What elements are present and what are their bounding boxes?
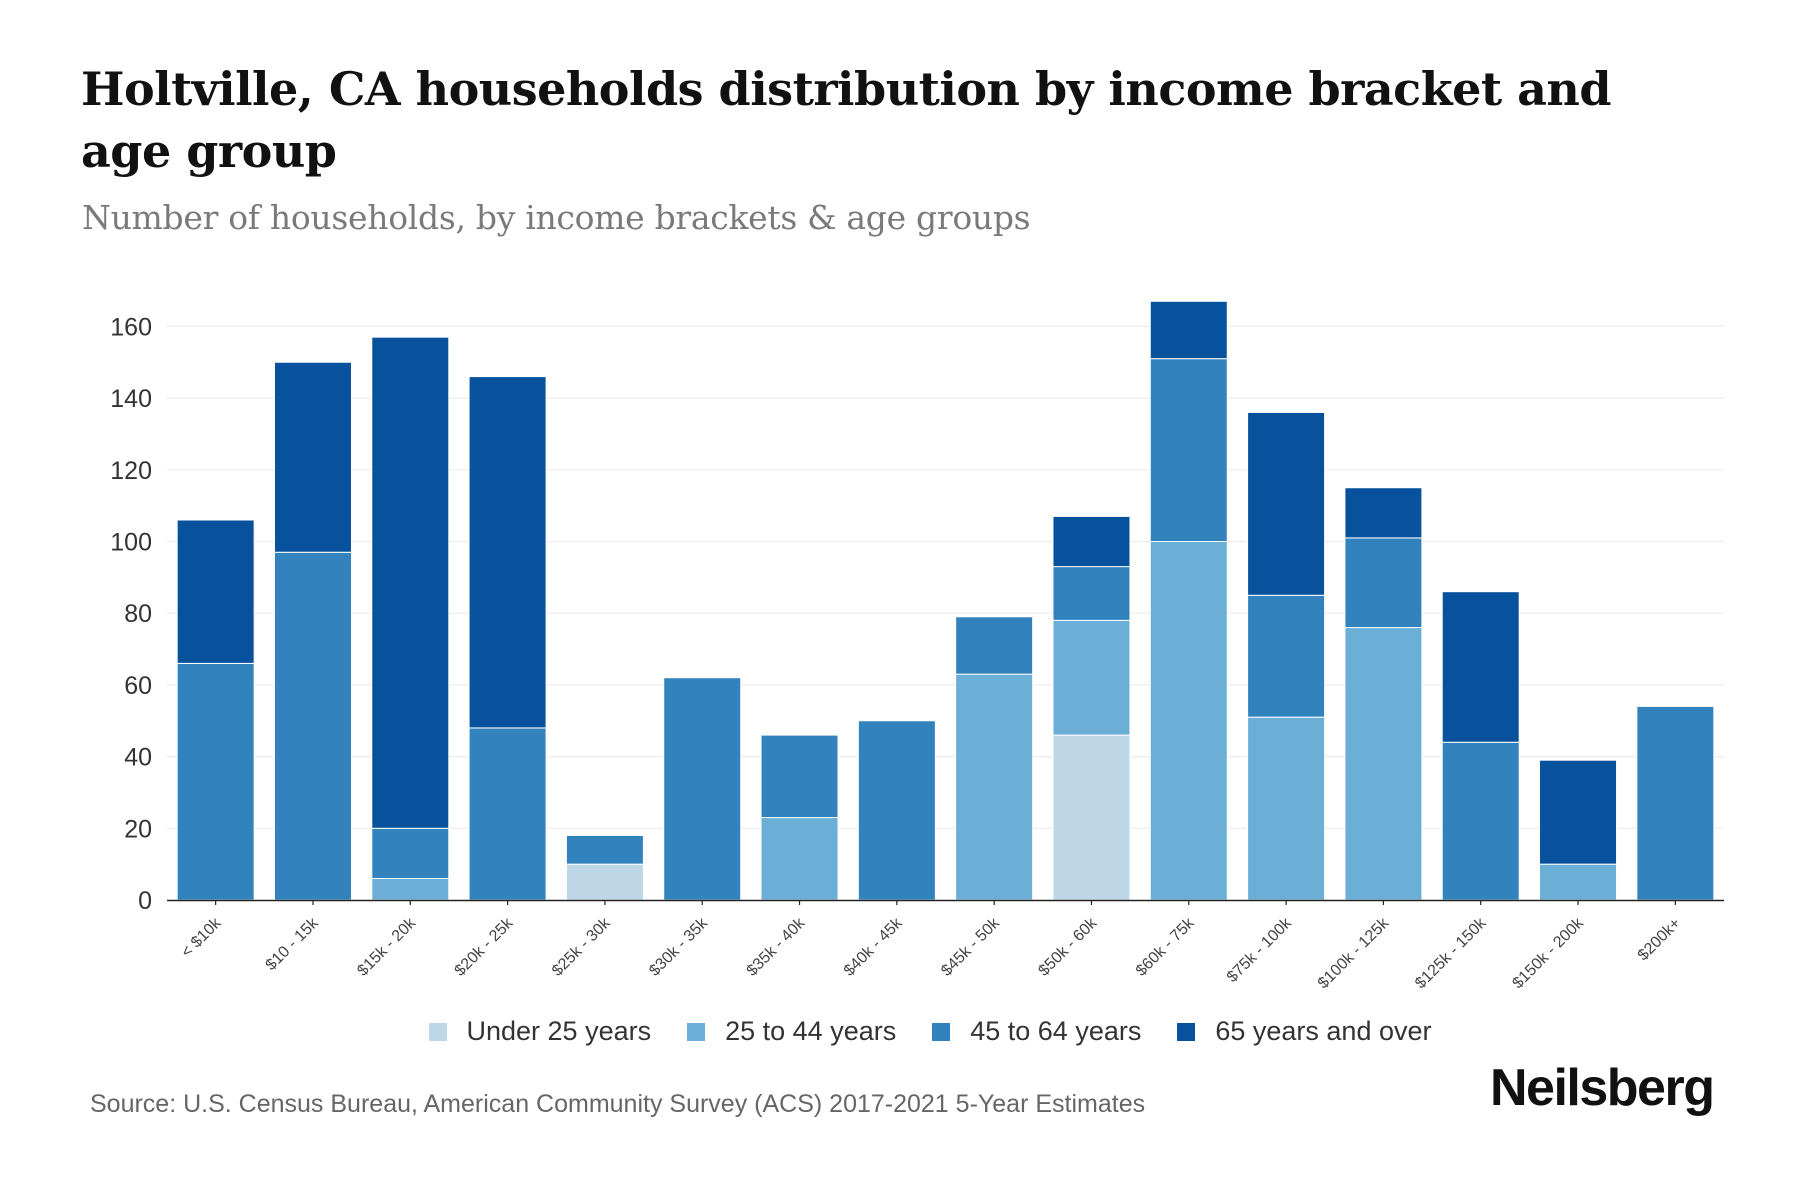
bar-stack[interactable] [176, 519, 255, 901]
bar-segment[interactable] [371, 336, 450, 829]
legend-label: 65 years and over [1215, 1016, 1432, 1046]
bar-segment[interactable] [468, 376, 547, 729]
y-tick-label: 20 [124, 815, 152, 843]
y-tick-label: 60 [124, 672, 152, 700]
bar-segment[interactable] [955, 673, 1034, 901]
y-tick-label: 80 [124, 600, 152, 628]
x-tick-label: $100k - 125k [1315, 914, 1393, 992]
bar-stack[interactable] [1149, 300, 1228, 901]
neilsberg-logo[interactable]: Neilsberg [1490, 1059, 1715, 1117]
bar-stack[interactable] [565, 834, 644, 901]
y-tick-label: 100 [110, 529, 152, 557]
x-tick-label: $40k - 45k [841, 914, 907, 980]
x-tick-label: $30k - 35k [646, 914, 712, 980]
bar-segment[interactable] [1247, 594, 1326, 718]
bar-segment[interactable] [1052, 734, 1131, 901]
y-axis-ticks: 0 20 40 60 80 100 120 140 160 [110, 313, 152, 915]
bar-stack[interactable] [1539, 759, 1618, 901]
x-tick-label: $10 - 15k [263, 914, 323, 974]
x-tick-label: $75k - 100k [1224, 914, 1296, 986]
legend-swatch [1177, 1022, 1196, 1041]
bar-segment[interactable] [565, 863, 644, 901]
x-tick-label: $60k - 75k [1133, 914, 1199, 980]
bar-stack[interactable] [857, 720, 936, 901]
x-axis-ticks: < $10k $10 - 15k $15k - 20k $20k - 25k $25k … [178, 900, 1684, 992]
bar-segment[interactable] [1052, 515, 1131, 568]
bar-segment[interactable] [371, 827, 450, 879]
bar-segment[interactable] [760, 734, 839, 819]
bar-stack[interactable] [1344, 487, 1423, 901]
stacked-bar-chart: 0 20 40 60 80 100 120 140 160 < $10k $10 - 15k $15… [110, 300, 1724, 992]
bar-stack[interactable] [468, 376, 547, 901]
bar-segment[interactable] [1344, 537, 1423, 629]
x-tick-label: $45k - 50k [938, 914, 1004, 980]
bar-segment[interactable] [1636, 705, 1715, 901]
legend-swatch [932, 1022, 951, 1041]
legend-label: 25 to 44 years [725, 1016, 897, 1046]
bar-stack[interactable] [663, 677, 742, 901]
legend-label: 45 to 64 years [970, 1016, 1142, 1046]
legend-label: Under 25 years [466, 1016, 652, 1046]
bars [176, 300, 1715, 901]
bar-segment[interactable] [1052, 619, 1131, 736]
bar-segment[interactable] [1149, 541, 1228, 901]
y-tick-label: 140 [110, 385, 152, 413]
legend-item-under-25[interactable]: Under 25 years [428, 1016, 652, 1047]
legend-item-65-and-over[interactable]: 65 years and over [1177, 1016, 1432, 1047]
bar-segment[interactable] [1441, 741, 1520, 901]
bar-segment[interactable] [1441, 591, 1520, 743]
bar-segment[interactable] [955, 616, 1034, 675]
bar-segment[interactable] [176, 662, 255, 901]
y-tick-label: 0 [138, 887, 152, 915]
x-tick-label: $35k - 40k [744, 914, 810, 980]
bar-segment[interactable] [371, 877, 450, 901]
bar-segment[interactable] [1344, 487, 1423, 539]
bar-segment[interactable] [273, 551, 352, 901]
y-tick-label: 120 [110, 457, 152, 485]
x-tick-label: < $10k [178, 914, 225, 961]
x-tick-label: $50k - 60k [1035, 914, 1101, 980]
bar-stack[interactable] [1441, 591, 1520, 901]
bar-segment[interactable] [857, 720, 936, 901]
bar-stack[interactable] [273, 361, 352, 901]
x-tick-label: $200k+ [1635, 915, 1684, 964]
bar-segment[interactable] [176, 519, 255, 664]
bar-stack[interactable] [955, 616, 1034, 901]
x-tick-label: $25k - 30k [549, 914, 615, 980]
bar-segment[interactable] [663, 677, 742, 901]
y-tick-label: 160 [110, 313, 152, 341]
bar-stack[interactable] [1636, 705, 1715, 901]
legend: Under 25 years 25 to 44 years 45 to 64 y… [0, 1016, 1800, 1047]
chart-title: Holtville, CA households distribution by… [81, 62, 1612, 178]
bar-segment[interactable] [1149, 300, 1228, 360]
y-tick-label: 40 [124, 744, 152, 772]
legend-item-45-to-64[interactable]: 45 to 64 years [932, 1016, 1141, 1047]
bar-stack[interactable] [1052, 515, 1131, 901]
bar-stack[interactable] [371, 336, 450, 901]
bar-segment[interactable] [1247, 411, 1326, 596]
legend-swatch [428, 1022, 447, 1041]
bar-segment[interactable] [565, 834, 644, 865]
x-tick-label: $20k - 25k [452, 914, 518, 980]
bar-segment[interactable] [273, 361, 352, 553]
bar-segment[interactable] [1247, 716, 1326, 901]
source-note: Source: U.S. Census Bureau, American Com… [90, 1090, 1146, 1118]
chart-subtitle: Number of households, by income brackets… [82, 198, 1031, 237]
legend-item-25-to-44[interactable]: 25 to 44 years [687, 1016, 896, 1047]
bar-segment[interactable] [1344, 627, 1423, 901]
bar-stack[interactable] [1247, 411, 1326, 901]
x-tick-label: $150k - 200k [1509, 914, 1587, 992]
bar-segment[interactable] [1052, 566, 1131, 621]
x-tick-label: $125k - 150k [1412, 914, 1490, 992]
bar-segment[interactable] [760, 817, 839, 901]
legend-swatch [687, 1022, 706, 1041]
bar-segment[interactable] [1149, 358, 1228, 543]
bar-segment[interactable] [468, 727, 547, 901]
bar-stack[interactable] [760, 734, 839, 901]
bar-segment[interactable] [1539, 759, 1618, 865]
x-tick-label: $15k - 20k [354, 914, 420, 980]
bar-segment[interactable] [1539, 863, 1618, 901]
